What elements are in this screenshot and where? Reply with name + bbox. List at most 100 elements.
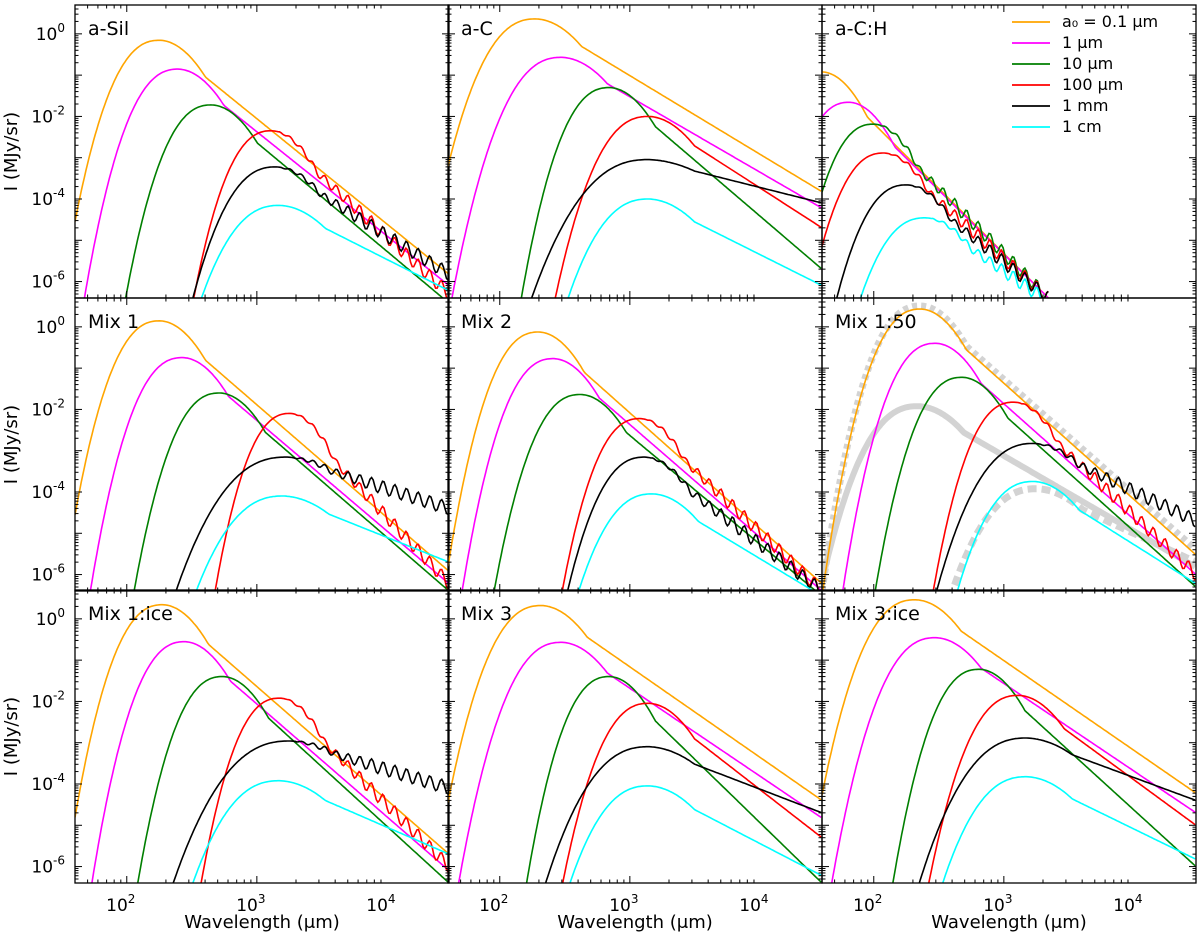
x-tick-label: 104 xyxy=(739,892,768,916)
panel-frame xyxy=(74,589,450,884)
series-line-1um xyxy=(451,56,822,298)
x-axis-label: Wavelength (μm) xyxy=(931,912,1087,933)
x-tick-label: 102 xyxy=(853,892,882,916)
y-tick-label: 10-6 xyxy=(31,269,65,293)
x-tick-label: 104 xyxy=(366,892,395,916)
series-line-10um xyxy=(874,376,1196,591)
legend-entry-0.1um: a₀ = 0.1 μm xyxy=(1062,12,1158,31)
panel-curves xyxy=(448,18,822,298)
series-line-100um xyxy=(927,694,1196,883)
series-line-1cm xyxy=(200,204,449,298)
series-line-1mm xyxy=(835,184,1049,298)
series-line-100um xyxy=(822,152,1049,298)
panel-curves xyxy=(75,39,449,298)
legend-entry-1um: 1 μm xyxy=(1062,33,1103,52)
y-axis-label: I (MJy/sr) xyxy=(1,697,22,776)
panel-curves xyxy=(822,302,1196,591)
series-line-1cm xyxy=(577,493,816,591)
axis-labels: I (MJy/sr) I (MJy/sr) I (MJy/sr) Wavelength… xyxy=(1,112,1087,933)
panel-frame xyxy=(821,297,1197,592)
panel-1: a-C xyxy=(447,4,823,299)
x-tick-label: 102 xyxy=(106,892,135,916)
panel-label: a-C xyxy=(461,18,493,40)
x-tick-label: 103 xyxy=(609,892,638,916)
series-line-1um xyxy=(89,356,449,591)
series-line-1um xyxy=(841,342,1196,591)
panel-frame xyxy=(447,589,823,884)
y-tick-label: 100 xyxy=(36,314,65,338)
series-line-1cm xyxy=(567,198,822,298)
panel-7: Mix 3 102 103 104 xyxy=(447,589,823,916)
series-line-100um xyxy=(561,417,820,591)
y-tick-label: 10-4 xyxy=(31,479,65,503)
panel-curves xyxy=(75,603,449,883)
legend-entry-1cm: 1 cm xyxy=(1062,117,1102,136)
series-line-1um xyxy=(457,641,822,883)
panel-label: Mix 1:50 xyxy=(835,311,917,333)
series-line-1mm xyxy=(544,745,822,883)
series-line-1mm xyxy=(530,158,822,298)
series-line-10um xyxy=(124,104,445,298)
series-line-1cm xyxy=(956,480,1196,591)
panel-frame xyxy=(74,4,450,299)
series-line-0.1um xyxy=(448,18,822,192)
x-tick-label: 102 xyxy=(479,892,508,916)
series-line-100um xyxy=(554,115,822,298)
series-line-10um xyxy=(136,675,449,883)
y-axis-label: I (MJy/sr) xyxy=(1,112,22,191)
panel-2: a-C:H xyxy=(821,4,1197,299)
series-line-0.1um xyxy=(822,308,1196,591)
y-tick-label: 10-2 xyxy=(31,396,65,420)
panel-label: Mix 2 xyxy=(461,311,512,333)
panel-5: Mix 1:50 xyxy=(821,297,1197,592)
series-line-10um xyxy=(525,675,822,883)
series-line-0.1um xyxy=(75,319,449,572)
series-line-1cm xyxy=(941,775,1196,883)
panel-label: Mix 3 xyxy=(461,603,512,625)
panel-4: Mix 2 xyxy=(447,297,823,592)
x-axis-label: Wavelength (μm) xyxy=(184,912,340,933)
x-tick-label: 104 xyxy=(1113,892,1142,916)
panel-frame xyxy=(447,4,823,299)
series-line-10um xyxy=(822,123,1049,298)
series-line-1um xyxy=(90,640,449,883)
y-tick-label: 10-2 xyxy=(31,688,65,712)
legend-entry-1mm: 1 mm xyxy=(1062,96,1108,115)
legend-entry-10um: 10 μm xyxy=(1062,54,1113,73)
series-line-10um xyxy=(892,668,1196,883)
series-line-1cm xyxy=(192,779,449,883)
series-line-100um xyxy=(561,702,822,883)
panel-label: Mix 3:ice xyxy=(835,603,920,625)
x-tick-label: 103 xyxy=(236,892,265,916)
series-line-1cm xyxy=(195,495,449,591)
panel-label: Mix 1 xyxy=(88,311,139,333)
y-axis-label: I (MJy/sr) xyxy=(1,405,22,484)
series-line-1um xyxy=(461,357,822,591)
panel-6: Mix 1:ice 100 10-2 10-4 10-6 102 103 104 xyxy=(31,589,450,916)
panel-0: a-Sil 100 10-2 10-4 10-6 xyxy=(31,4,450,299)
x-tick-label: 103 xyxy=(983,892,1012,916)
y-tick-label: 100 xyxy=(36,21,65,45)
series-line-1mm xyxy=(192,166,449,298)
legend: a₀ = 0.1 μm 1 μm 10 μm 100 μm 1 mm 1 cm xyxy=(1012,12,1158,136)
panel-grid: a-Sil 100 10-2 10-4 10-6 a-C a-C:H Mix 1 100 10-2… xyxy=(31,4,1197,916)
panel-curves xyxy=(448,331,822,591)
y-tick-label: 10-4 xyxy=(31,771,65,795)
y-tick-label: 10-6 xyxy=(31,562,65,586)
panel-frame xyxy=(821,589,1197,884)
panel-curves xyxy=(822,599,1196,883)
series-line-1cm xyxy=(569,785,822,883)
panel-frame xyxy=(74,297,450,592)
series-line-1mm xyxy=(918,737,1196,883)
reference-dashed-lower-line xyxy=(948,485,1196,591)
series-line-1mm xyxy=(935,442,1196,591)
panel-label: a-Sil xyxy=(88,18,129,40)
panel-curves xyxy=(75,319,449,591)
series-line-10um xyxy=(493,393,818,591)
panel-8: Mix 3:ice 102 103 104 xyxy=(821,589,1197,916)
panel-3: Mix 1 100 10-2 10-4 10-6 xyxy=(31,297,450,592)
panel-curves xyxy=(448,604,822,883)
series-line-1mm xyxy=(175,456,449,591)
series-line-1mm xyxy=(172,740,449,883)
series-line-0.1um xyxy=(822,599,1196,796)
